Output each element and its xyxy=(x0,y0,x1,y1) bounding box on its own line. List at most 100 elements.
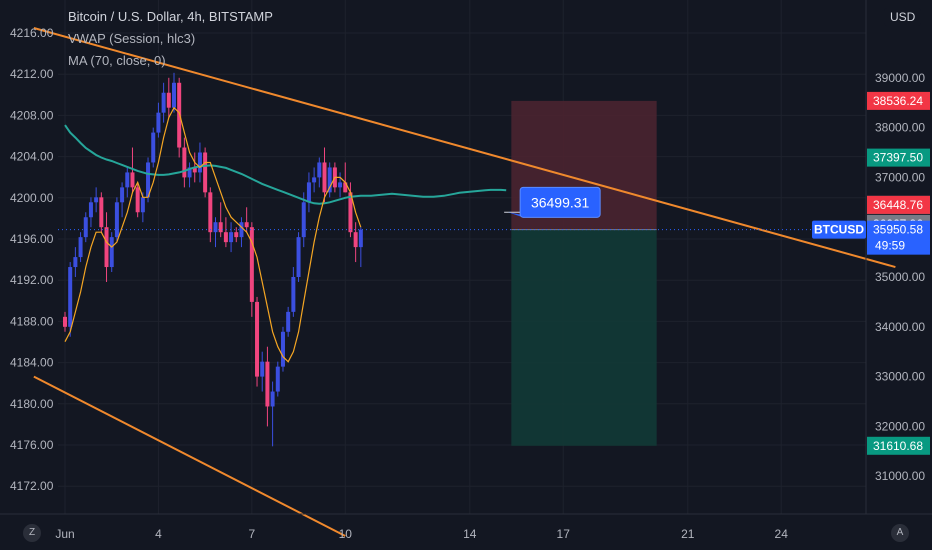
candle xyxy=(114,197,119,243)
left-price-axis[interactable]: 4216.00 4212.00 4208.00 4204.00 4200.00 4196.… xyxy=(10,26,54,493)
candle-body xyxy=(68,267,73,327)
candle-body xyxy=(166,92,171,108)
candle-body xyxy=(338,182,343,188)
candle-body xyxy=(192,167,197,173)
candle-body xyxy=(270,391,275,407)
candle-body xyxy=(125,172,130,188)
candle xyxy=(109,232,114,273)
candle-body xyxy=(343,182,348,193)
candle xyxy=(327,162,332,198)
candle xyxy=(312,167,317,193)
candle-body xyxy=(280,331,285,367)
price-label-bg xyxy=(867,91,930,110)
callout-text: 36499.31 xyxy=(531,194,590,210)
candle xyxy=(187,162,192,188)
candle xyxy=(171,72,176,113)
candle xyxy=(275,361,280,397)
candle xyxy=(73,247,78,277)
price-label-text: 37397.50 xyxy=(873,151,923,165)
price-label-target: 31610.68 xyxy=(867,436,930,455)
candle-body xyxy=(229,232,234,243)
candle xyxy=(177,77,182,158)
candle-body xyxy=(265,361,270,407)
price-callout[interactable]: 36499.31 xyxy=(504,186,601,218)
time-axis-tick: 14 xyxy=(463,527,477,541)
candle xyxy=(161,82,166,123)
left-axis-tick: 4204.00 xyxy=(10,150,54,164)
candle-body xyxy=(197,152,202,173)
candle-body xyxy=(99,197,104,228)
candle-body xyxy=(120,187,125,203)
time-axis[interactable]: Jun 4 7 10 14 17 21 24 xyxy=(0,513,932,541)
candle xyxy=(229,222,234,253)
candle-body xyxy=(213,222,218,233)
left-axis-tick: 4208.00 xyxy=(10,108,54,122)
symbol-title[interactable]: Bitcoin / U.S. Dollar, 4h, BITSTAMP xyxy=(68,9,273,24)
candle-body xyxy=(223,232,228,243)
candle xyxy=(120,182,125,218)
long-position-tool[interactable] xyxy=(511,100,657,446)
candle xyxy=(223,217,228,248)
candle xyxy=(213,217,218,248)
candle-body xyxy=(327,167,332,193)
candle xyxy=(104,212,109,282)
candle-body xyxy=(291,277,296,312)
vwap-indicator-label[interactable]: VWAP (Session, hlc3) xyxy=(68,31,196,46)
time-axis-tick: 17 xyxy=(557,527,571,541)
candle-body xyxy=(135,187,140,213)
left-axis-tick: 4196.00 xyxy=(10,232,54,246)
candle xyxy=(291,267,296,317)
left-axis-tick: 4172.00 xyxy=(10,479,54,493)
candle-body xyxy=(83,217,88,238)
zoom-toggle-button[interactable]: Z xyxy=(23,524,41,542)
left-axis-tick: 4200.00 xyxy=(10,191,54,205)
candle xyxy=(338,172,343,198)
candle-body xyxy=(249,227,254,302)
candle xyxy=(99,192,104,233)
candle-body xyxy=(244,222,249,228)
candle-body xyxy=(322,162,327,193)
upper-trendline[interactable] xyxy=(33,27,896,269)
left-axis-tick: 4192.00 xyxy=(10,273,54,287)
lower-trendline[interactable] xyxy=(33,375,346,537)
candle-body xyxy=(296,237,301,277)
bar-countdown-text: 49:59 xyxy=(875,239,905,253)
candle xyxy=(234,227,239,243)
time-axis-tick: 21 xyxy=(681,527,695,541)
candle-body xyxy=(255,301,260,377)
candle xyxy=(125,167,130,198)
candle xyxy=(306,172,311,213)
candle-body xyxy=(353,232,358,248)
symbol-badge-text: BTCUSD xyxy=(814,223,864,237)
candle-body xyxy=(306,182,311,203)
candle xyxy=(156,102,161,138)
candle xyxy=(88,197,93,228)
left-axis-tick: 4188.00 xyxy=(10,314,54,328)
candle-body xyxy=(286,311,291,332)
candle xyxy=(270,381,275,447)
callout-pointer xyxy=(508,212,531,217)
price-label-green: 37397.50 xyxy=(867,148,930,167)
candle xyxy=(166,77,171,118)
take-profit-zone[interactable] xyxy=(511,229,657,446)
symbol-badge-bg xyxy=(812,220,866,239)
candlestick-series xyxy=(63,72,363,447)
candle-body xyxy=(234,232,239,238)
left-axis-tick: 4176.00 xyxy=(10,438,54,452)
currency-badge[interactable]: USD xyxy=(884,8,922,26)
ma-indicator-label[interactable]: MA (70, close, 0) xyxy=(68,53,166,68)
chart-overlay: 36499.31 xyxy=(58,186,866,231)
chart-legend: Bitcoin / U.S. Dollar, 4h, BITSTAMP VWAP… xyxy=(68,6,273,72)
current-price-badge: BTCUSD 35950.58 49:59 xyxy=(812,220,930,255)
candle-body xyxy=(161,92,166,113)
price-label-stop: 38536.24 xyxy=(867,91,930,110)
trendline-layer[interactable] xyxy=(33,27,896,537)
candle-body xyxy=(130,172,135,188)
left-axis-tick: 4212.00 xyxy=(10,67,54,81)
current-price-bg xyxy=(867,220,930,255)
chart-grid xyxy=(58,0,866,514)
indicator-lines xyxy=(64,106,507,363)
auto-scale-button[interactable]: A xyxy=(891,524,909,542)
candle xyxy=(296,232,301,282)
